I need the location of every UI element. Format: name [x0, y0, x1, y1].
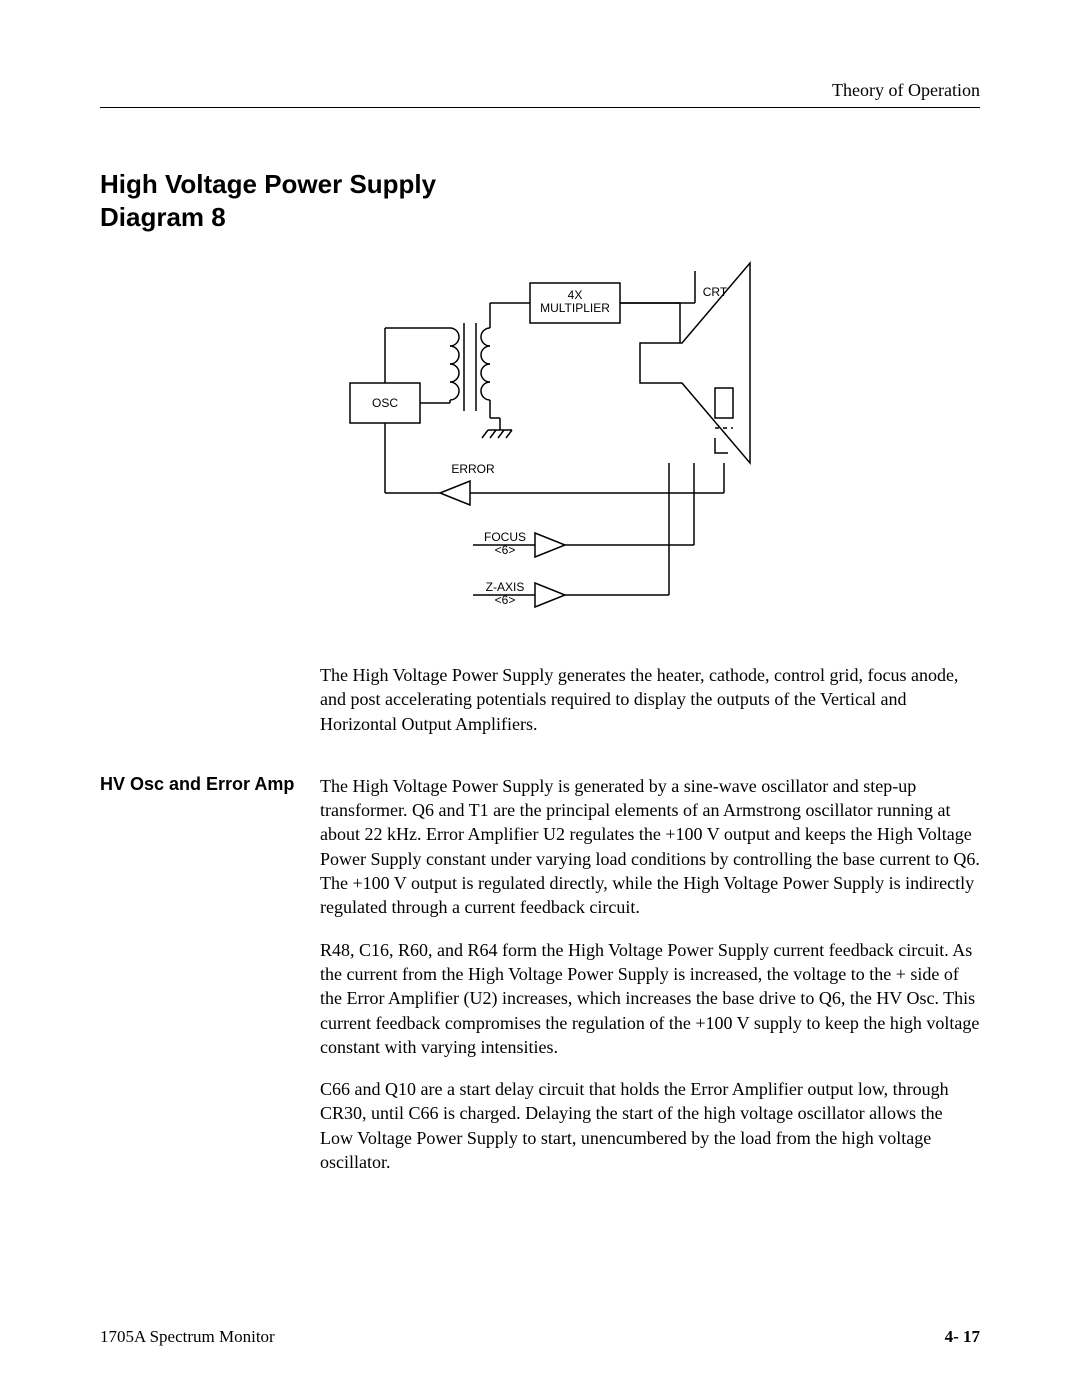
page-footer: 1705A Spectrum Monitor 4- 17 [100, 1327, 980, 1347]
block-diagram: OSC4XMULTIPLIERCRTERRORFOCUS<6>Z-AXIS<6> [100, 253, 980, 623]
section-title: High Voltage Power Supply Diagram 8 [100, 168, 980, 233]
intro-paragraph: The High Voltage Power Supply generates … [320, 663, 980, 736]
svg-text:FOCUS: FOCUS [484, 530, 526, 544]
footer-page-number: 4- 17 [945, 1327, 980, 1347]
subsection-label: HV Osc and Error Amp [100, 774, 320, 1192]
svg-text:ERROR: ERROR [451, 462, 495, 476]
svg-text:Z-AXIS: Z-AXIS [486, 580, 525, 594]
running-head: Theory of Operation [100, 80, 980, 108]
svg-text:4X: 4X [568, 288, 583, 302]
body-paragraph: C66 and Q10 are a start delay circuit th… [320, 1077, 980, 1174]
footer-left: 1705A Spectrum Monitor [100, 1327, 275, 1347]
body-paragraph: R48, C16, R60, and R64 form the High Vol… [320, 938, 980, 1059]
title-line-1: High Voltage Power Supply [100, 168, 980, 201]
svg-text:OSC: OSC [372, 396, 398, 410]
svg-text:MULTIPLIER: MULTIPLIER [540, 301, 610, 315]
title-line-2: Diagram 8 [100, 201, 980, 234]
side-label-empty [100, 663, 320, 754]
svg-text:CRT: CRT [703, 285, 728, 299]
body-paragraph: The High Voltage Power Supply is generat… [320, 774, 980, 920]
